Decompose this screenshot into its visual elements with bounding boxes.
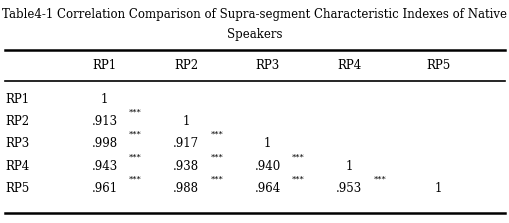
Text: RP2: RP2 — [174, 59, 198, 72]
Text: ***: *** — [129, 176, 142, 184]
Text: .940: .940 — [254, 160, 280, 173]
Text: RP5: RP5 — [426, 59, 450, 72]
Text: 1: 1 — [434, 182, 441, 195]
Text: RP5: RP5 — [5, 182, 30, 195]
Text: ***: *** — [292, 153, 304, 161]
Text: .964: .964 — [254, 182, 280, 195]
Text: .998: .998 — [91, 137, 118, 150]
Text: Speakers: Speakers — [227, 28, 282, 41]
Text: RP4: RP4 — [5, 160, 30, 173]
Text: RP4: RP4 — [336, 59, 361, 72]
Text: .917: .917 — [173, 137, 199, 150]
Text: .913: .913 — [91, 115, 118, 128]
Text: ***: *** — [129, 109, 142, 117]
Text: .938: .938 — [173, 160, 199, 173]
Text: RP3: RP3 — [255, 59, 279, 72]
Text: .943: .943 — [91, 160, 118, 173]
Text: RP1: RP1 — [5, 93, 29, 106]
Text: .988: .988 — [173, 182, 199, 195]
Text: RP1: RP1 — [92, 59, 117, 72]
Text: ***: *** — [210, 131, 223, 139]
Text: ***: *** — [373, 176, 386, 184]
Text: RP2: RP2 — [5, 115, 29, 128]
Text: ***: *** — [129, 153, 142, 161]
Text: 1: 1 — [182, 115, 189, 128]
Text: RP3: RP3 — [5, 137, 30, 150]
Text: .961: .961 — [91, 182, 118, 195]
Text: ***: *** — [210, 153, 223, 161]
Text: ***: *** — [210, 176, 223, 184]
Text: 1: 1 — [345, 160, 352, 173]
Text: ***: *** — [129, 131, 142, 139]
Text: .953: .953 — [335, 182, 362, 195]
Text: 1: 1 — [264, 137, 271, 150]
Text: ***: *** — [292, 176, 304, 184]
Text: 1: 1 — [101, 93, 108, 106]
Text: Table4-1 Correlation Comparison of Supra-segment Characteristic Indexes of Nativ: Table4-1 Correlation Comparison of Supra… — [3, 8, 506, 21]
